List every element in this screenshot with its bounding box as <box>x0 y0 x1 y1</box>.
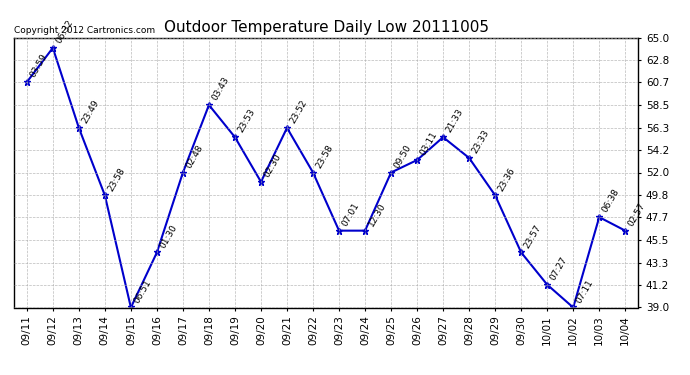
Text: 02:48: 02:48 <box>184 143 205 170</box>
Text: 07:11: 07:11 <box>575 278 595 305</box>
Text: 23:49: 23:49 <box>80 98 101 125</box>
Text: 23:58: 23:58 <box>106 166 127 193</box>
Text: 23:52: 23:52 <box>288 98 309 125</box>
Text: 23:36: 23:36 <box>497 166 518 193</box>
Text: 06:32: 06:32 <box>55 18 75 45</box>
Text: 02:30: 02:30 <box>262 152 283 179</box>
Text: 23:57: 23:57 <box>522 223 543 250</box>
Text: 21:33: 21:33 <box>444 108 465 134</box>
Text: Copyright 2012 Cartronics.com: Copyright 2012 Cartronics.com <box>14 26 155 35</box>
Text: 06:51: 06:51 <box>132 278 153 305</box>
Text: 02:57: 02:57 <box>627 201 647 228</box>
Text: 09:50: 09:50 <box>393 143 413 170</box>
Text: 23:53: 23:53 <box>237 108 257 134</box>
Text: 07:01: 07:01 <box>340 201 361 228</box>
Title: Outdoor Temperature Daily Low 20111005: Outdoor Temperature Daily Low 20111005 <box>164 20 489 35</box>
Text: 03:43: 03:43 <box>210 75 231 102</box>
Text: 23:58: 23:58 <box>315 143 335 170</box>
Text: 03:11: 03:11 <box>418 130 440 157</box>
Text: 01:30: 01:30 <box>158 223 179 250</box>
Text: 12:30: 12:30 <box>366 201 387 228</box>
Text: 23:33: 23:33 <box>471 128 491 155</box>
Text: 06:38: 06:38 <box>600 188 621 214</box>
Text: 07:27: 07:27 <box>549 255 569 282</box>
Text: 03:59: 03:59 <box>28 53 49 80</box>
